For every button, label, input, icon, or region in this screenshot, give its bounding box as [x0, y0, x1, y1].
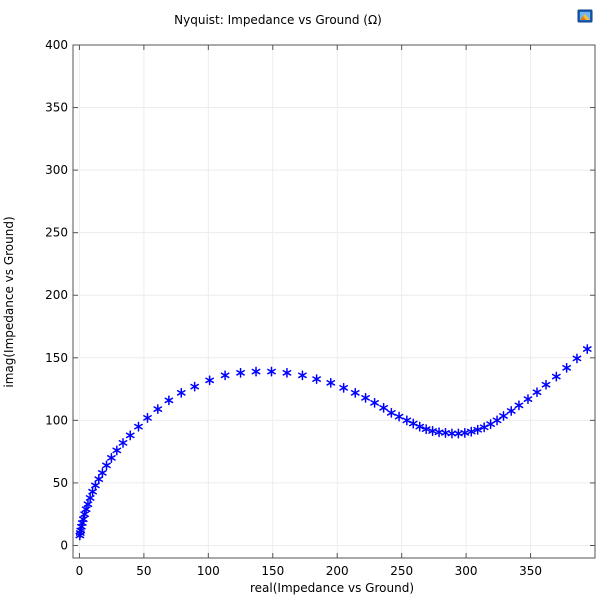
data-point: [107, 452, 116, 463]
data-point: [125, 430, 135, 441]
x-tick-label: 350: [519, 564, 542, 578]
x-tick-label: 150: [261, 564, 284, 578]
data-point: [78, 514, 88, 525]
data-point: [350, 387, 360, 398]
data-point: [523, 394, 533, 405]
data-point: [112, 445, 122, 456]
y-axis-label: imag(Impedance vs Ground): [2, 216, 16, 387]
data-point: [164, 395, 174, 406]
data-point: [282, 367, 292, 378]
y-tick-label: 150: [45, 351, 68, 365]
data-point: [486, 419, 495, 430]
data-point: [251, 366, 261, 377]
data-point: [562, 362, 572, 373]
data-point: [94, 474, 104, 485]
data-point: [541, 379, 551, 390]
data-point: [532, 387, 542, 398]
grid-lines: [73, 44, 595, 558]
plot-area: [72, 44, 596, 559]
data-point: [312, 374, 321, 385]
data-point: [190, 381, 200, 392]
data-series: [75, 344, 592, 541]
data-point: [499, 411, 508, 421]
x-tick-label: 200: [326, 564, 349, 578]
data-point: [220, 370, 230, 381]
x-tick-label: 50: [136, 564, 151, 578]
data-point: [379, 402, 389, 413]
data-point: [415, 421, 425, 432]
y-axis-ticks: 0 50 100 150 200 250 300 350 400: [45, 38, 595, 552]
data-point: [134, 421, 143, 432]
data-point: [582, 344, 592, 354]
data-point: [267, 366, 276, 377]
x-axis-ticks: 0 50 100 150 200 250 300 350: [76, 45, 542, 578]
x-tick-label: 0: [76, 564, 84, 578]
data-point: [506, 406, 516, 416]
data-point: [326, 377, 336, 388]
data-point: [143, 412, 152, 423]
x-tick-label: 100: [197, 564, 220, 578]
data-point: [473, 424, 483, 435]
data-point: [176, 387, 186, 398]
x-tick-label: 250: [390, 564, 413, 578]
y-tick-label: 0: [60, 538, 68, 552]
data-point: [370, 397, 379, 408]
data-point: [394, 411, 404, 422]
data-point: [514, 400, 524, 411]
data-point: [572, 353, 582, 364]
data-point: [88, 486, 97, 497]
data-point: [492, 415, 502, 426]
y-tick-label: 250: [45, 226, 68, 240]
data-point: [447, 428, 457, 439]
data-point: [102, 460, 111, 471]
data-point: [466, 426, 476, 437]
data-point: [421, 424, 431, 435]
y-tick-label: 200: [45, 288, 68, 302]
data-point: [551, 371, 561, 382]
y-tick-label: 50: [53, 476, 68, 490]
data-point: [236, 367, 245, 378]
data-point: [361, 392, 370, 403]
legend-toggle-icon[interactable]: [577, 8, 593, 23]
data-point: [205, 375, 215, 386]
y-tick-label: 100: [45, 413, 68, 427]
data-point: [339, 382, 349, 393]
y-tick-label: 350: [45, 101, 68, 115]
chart-title: Nyquist: Impedance vs Ground (Ω): [174, 13, 382, 27]
data-point: [298, 370, 307, 381]
data-point: [80, 509, 89, 520]
data-point: [91, 480, 100, 491]
x-tick-label: 300: [455, 564, 478, 578]
x-axis-label: real(Impedance vs Ground): [250, 581, 414, 595]
y-tick-label: 400: [45, 38, 68, 52]
data-point: [386, 407, 396, 418]
y-tick-label: 300: [45, 163, 68, 177]
data-point: [97, 467, 107, 478]
data-point: [153, 404, 163, 415]
data-point: [118, 437, 128, 448]
